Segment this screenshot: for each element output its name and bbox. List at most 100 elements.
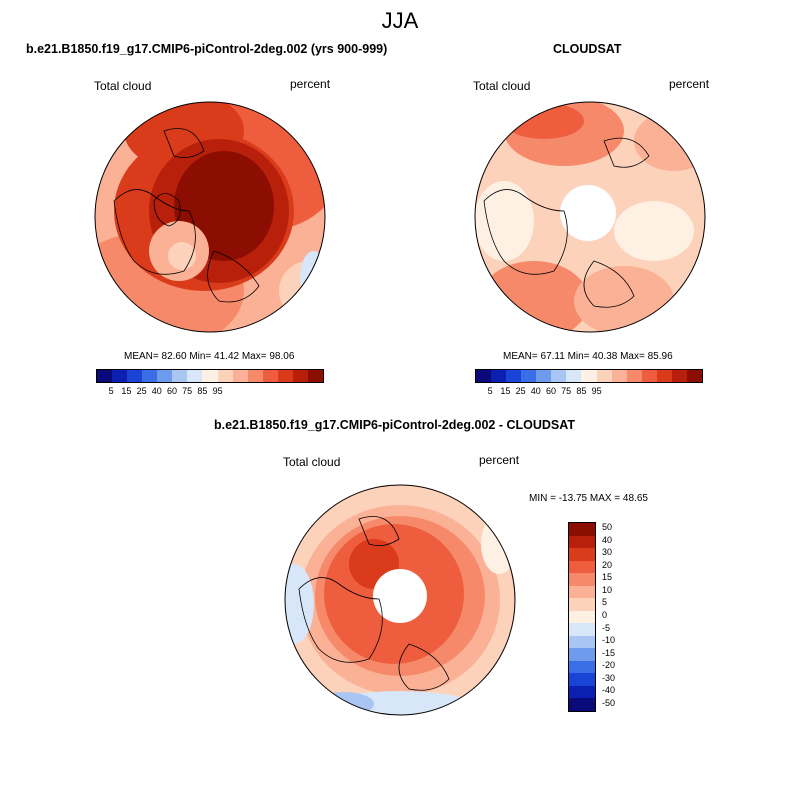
- colorbar-swatch: [626, 370, 642, 382]
- obs-stats: MEAN= 67.11 Min= 40.38 Max= 85.96: [503, 351, 673, 362]
- colorbar-tick-label: 95: [591, 386, 602, 396]
- colorbar-tick-label: -15: [602, 647, 616, 658]
- model-colorbar: 5 15 25 40 60 75 85 95: [96, 369, 324, 397]
- colorbar-tick-label: 60: [545, 386, 557, 396]
- colorbar-swatch: [506, 370, 522, 382]
- colorbar-swatch: [569, 548, 595, 561]
- colorbar-swatch: [217, 370, 233, 382]
- colorbar-tick-label: -10: [602, 635, 616, 646]
- colorbar-tick-label: 0: [602, 610, 608, 620]
- colorbar-tick-label: 25: [136, 386, 147, 396]
- diff-colorbar: 50 40 30 20 15 10 5 0 -5 -10 -15 -20 -30 -40 -50: [568, 522, 615, 712]
- colorbar-swatch: [142, 370, 158, 382]
- colorbar-swatch: [202, 370, 218, 382]
- colorbar-swatch: [232, 370, 248, 382]
- colorbar-swatch: [671, 370, 687, 382]
- diff-polar-map: [284, 484, 516, 716]
- colorbar-swatch: [569, 673, 595, 686]
- colorbar-swatch: [157, 370, 173, 382]
- colorbar-swatch: [247, 370, 263, 382]
- colorbar-swatch: [569, 698, 595, 711]
- colorbar-tick-label: 95: [212, 386, 223, 396]
- colorbar-tick-label: 10: [602, 584, 613, 595]
- diff-units-label: percent: [479, 453, 520, 467]
- colorbar-swatch: [569, 523, 595, 536]
- colorbar-swatch: [112, 370, 128, 382]
- colorbar-swatch: [569, 635, 595, 649]
- colorbar-swatch: [569, 623, 595, 636]
- colorbar-tick-label: 15: [500, 386, 511, 396]
- colorbar-tick-label: 85: [576, 386, 587, 396]
- obs-colorbar: 5 15 25 40 60 75 85 95: [475, 369, 703, 397]
- colorbar-tick-label: 5: [108, 386, 114, 396]
- colorbar-tick-label: 60: [166, 386, 178, 396]
- colorbar-swatch: [127, 370, 143, 382]
- colorbar-tick-label: 40: [151, 386, 162, 396]
- colorbar-tick-label: 75: [561, 386, 572, 396]
- colorbar-swatch: [569, 648, 595, 661]
- colorbar-swatch: [551, 370, 567, 382]
- model-polar-map: [94, 101, 326, 333]
- colorbar-swatch: [262, 370, 278, 382]
- colorbar-tick-label: 40: [530, 386, 541, 396]
- model-colorbar-ticks: 5 15 25 40 60 75 85 95: [96, 383, 324, 397]
- model-colorbar-bar: [96, 369, 324, 383]
- colorbar-swatch: [569, 685, 595, 699]
- colorbar-swatch: [611, 370, 627, 382]
- colorbar-swatch: [97, 370, 113, 382]
- colorbar-tick-label: -50: [602, 697, 616, 708]
- colorbar-swatch: [569, 535, 595, 549]
- colorbar-tick-label: -30: [602, 672, 616, 683]
- colorbar-swatch: [172, 370, 188, 382]
- diff-panel-title: b.e21.B1850.f19_g17.CMIP6-piControl-2deg…: [214, 418, 575, 432]
- figure-title: JJA: [381, 8, 419, 33]
- colorbar-swatch: [569, 585, 595, 599]
- colorbar-swatch: [277, 370, 293, 382]
- colorbar-swatch: [569, 573, 595, 586]
- colorbar-swatch: [521, 370, 537, 382]
- colorbar-swatch: [641, 370, 657, 382]
- obs-units-label: percent: [669, 77, 710, 91]
- colorbar-swatch: [569, 560, 595, 574]
- obs-colorbar-bar: [475, 369, 703, 383]
- model-panel-title: b.e21.B1850.f19_g17.CMIP6-piControl-2deg…: [26, 42, 388, 56]
- colorbar-swatch: [596, 370, 612, 382]
- model-variable-label: Total cloud: [94, 79, 152, 93]
- colorbar-tick-label: 25: [515, 386, 526, 396]
- colorbar-swatch: [536, 370, 552, 382]
- colorbar-swatch: [569, 598, 595, 611]
- colorbar-swatch: [476, 370, 492, 382]
- colorbar-swatch: [566, 370, 582, 382]
- colorbar-tick-label: 30: [602, 547, 613, 558]
- colorbar-tick-label: 40: [602, 534, 613, 545]
- colorbar-tick-label: -5: [602, 622, 611, 633]
- colorbar-tick-label: 85: [197, 386, 208, 396]
- obs-variable-label: Total cloud: [473, 79, 531, 93]
- colorbar-swatch: [569, 610, 595, 624]
- colorbar-swatch: [569, 660, 595, 674]
- diff-colorbar-bar: [568, 522, 596, 712]
- colorbar-swatch: [292, 370, 308, 382]
- colorbar-tick-label: -40: [602, 685, 616, 696]
- obs-colorbar-ticks: 5 15 25 40 60 75 85 95: [475, 383, 703, 397]
- obs-panel-title: CLOUDSAT: [553, 42, 622, 56]
- model-stats: MEAN= 82.60 Min= 41.42 Max= 98.06: [124, 351, 295, 362]
- colorbar-swatch: [187, 370, 203, 382]
- colorbar-tick-label: 15: [602, 572, 613, 583]
- colorbar-swatch: [686, 370, 702, 382]
- obs-polar-map: [474, 101, 706, 333]
- colorbar-swatch: [491, 370, 507, 382]
- colorbar-tick-label: 75: [182, 386, 193, 396]
- diff-stats: MIN = -13.75 MAX = 48.65: [529, 493, 648, 504]
- colorbar-swatch: [307, 370, 323, 382]
- colorbar-tick-label: 15: [121, 386, 132, 396]
- colorbar-tick-label: 20: [602, 559, 613, 570]
- colorbar-tick-label: 5: [602, 597, 608, 608]
- colorbar-tick-label: -20: [602, 660, 616, 671]
- model-units-label: percent: [290, 77, 331, 91]
- colorbar-tick-label: 50: [602, 522, 613, 533]
- colorbar-swatch: [656, 370, 672, 382]
- diff-colorbar-ticks: 50 40 30 20 15 10 5 0 -5 -10 -15 -20 -30 -40 -50: [602, 522, 632, 710]
- colorbar-swatch: [581, 370, 597, 382]
- colorbar-tick-label: 5: [487, 386, 493, 396]
